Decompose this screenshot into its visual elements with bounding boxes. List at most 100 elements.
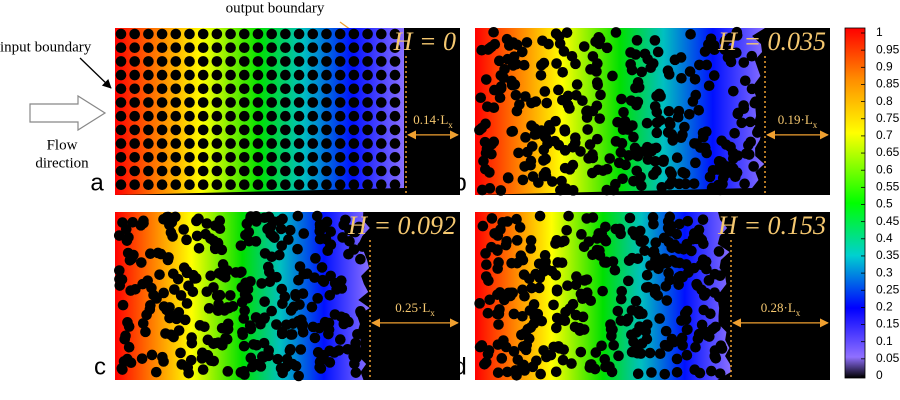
- particle: [488, 102, 500, 113]
- particle: [675, 52, 687, 63]
- gap-label-main: 0.28·L: [761, 300, 796, 315]
- particle: [636, 66, 648, 78]
- particle: [262, 223, 273, 235]
- particle: [145, 299, 156, 311]
- particle: [129, 138, 140, 149]
- particle: [656, 258, 668, 270]
- particle: [716, 343, 728, 354]
- particle: [684, 108, 695, 120]
- particle: [280, 83, 291, 95]
- particle: [516, 329, 527, 341]
- particle: [376, 138, 387, 149]
- particle: [476, 44, 488, 56]
- particle: [225, 179, 236, 190]
- particle: [158, 356, 169, 367]
- particle: [184, 124, 195, 136]
- particle: [325, 239, 337, 251]
- particle: [259, 296, 270, 307]
- particle: [252, 179, 264, 190]
- particle: [170, 28, 182, 40]
- particle: [647, 212, 659, 223]
- colorbar-tick-label: 0.95: [876, 42, 900, 56]
- gap-label: 0.14·Lx: [413, 112, 453, 130]
- particle: [185, 354, 197, 366]
- particle: [148, 289, 159, 301]
- particle: [321, 97, 332, 108]
- particle: [266, 165, 278, 177]
- particle: [651, 106, 663, 118]
- particle: [266, 305, 277, 317]
- particle: [184, 97, 195, 108]
- particle: [540, 153, 551, 165]
- particle: [143, 69, 154, 81]
- particle: [236, 296, 248, 308]
- particle: [280, 179, 291, 190]
- particle: [197, 56, 209, 67]
- particle: [746, 50, 758, 62]
- particle: [211, 83, 223, 95]
- particle: [293, 138, 305, 149]
- particle: [293, 28, 305, 40]
- particle: [663, 267, 674, 279]
- particle: [272, 353, 284, 365]
- colorbar-tick-label: 0.8: [876, 94, 893, 108]
- particle: [225, 56, 236, 67]
- particle: [700, 256, 712, 267]
- particle: [559, 235, 570, 247]
- particle: [578, 241, 590, 253]
- particle: [307, 110, 319, 122]
- particle: [648, 169, 659, 181]
- particle: [571, 271, 582, 282]
- particle: [123, 232, 134, 243]
- particle: [704, 171, 716, 183]
- colorbar-tick-label: 0.85: [876, 77, 900, 91]
- particle: [628, 175, 639, 187]
- particle: [170, 56, 182, 67]
- particle: [623, 150, 634, 161]
- particle: [143, 165, 154, 177]
- particle: [497, 217, 508, 228]
- particle: [309, 272, 320, 283]
- particle: [554, 314, 566, 326]
- particle: [156, 97, 168, 108]
- particle: [348, 152, 360, 163]
- particle: [498, 72, 509, 84]
- particle: [184, 69, 195, 81]
- particle: [495, 185, 507, 196]
- particle: [389, 83, 401, 95]
- panel-label: d: [453, 353, 466, 380]
- particle: [242, 283, 254, 295]
- particle: [156, 165, 168, 177]
- particle: [376, 42, 387, 53]
- particle: [641, 269, 653, 281]
- particle: [141, 309, 152, 321]
- particle: [239, 124, 250, 136]
- particle: [651, 127, 663, 139]
- particle: [609, 264, 621, 276]
- particle: [348, 83, 360, 95]
- particle: [690, 341, 701, 353]
- particle: [316, 262, 328, 273]
- particle: [252, 152, 264, 163]
- particle: [591, 244, 603, 256]
- particle: [652, 46, 664, 58]
- particle: [499, 63, 510, 75]
- gap-label-sub: x: [813, 120, 818, 130]
- particle: [632, 150, 644, 162]
- particle: [310, 253, 321, 264]
- particle: [709, 350, 721, 362]
- particle: [486, 138, 498, 150]
- particle: [537, 35, 548, 47]
- particle: [517, 174, 529, 186]
- particle: [293, 179, 305, 190]
- particle: [334, 165, 346, 177]
- particle: [621, 315, 632, 327]
- particle: [578, 324, 590, 335]
- particle: [506, 257, 517, 269]
- particle: [239, 110, 250, 122]
- particle: [746, 83, 758, 95]
- particle: [691, 278, 702, 290]
- particle: [559, 126, 571, 137]
- particle: [362, 97, 373, 108]
- particle: [649, 283, 661, 295]
